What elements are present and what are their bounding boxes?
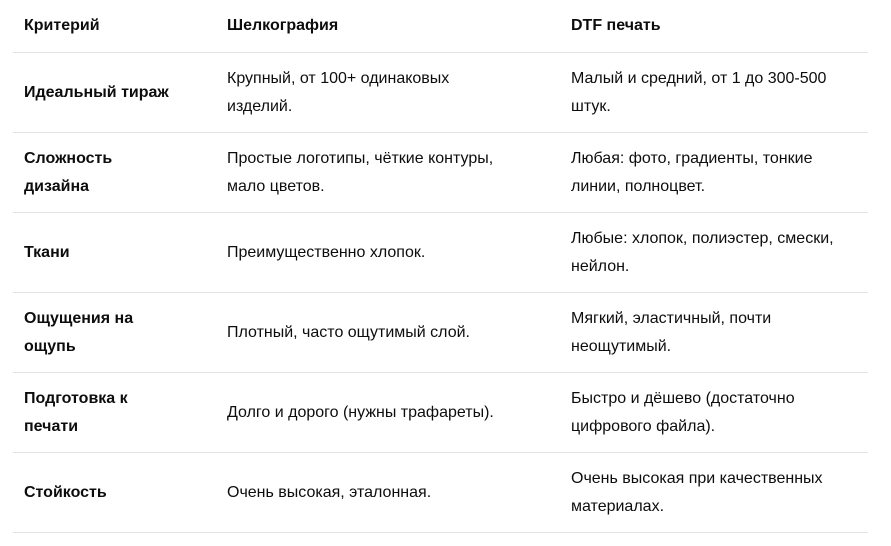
dtf-cell: Очень высокая при качественных материалах… (560, 465, 868, 521)
screen-printing-cell: Крупный, от 100+ одинаковых изделий. (216, 65, 560, 121)
cell-text-line: мало цветов. (227, 177, 325, 195)
comparison-table: Критерий Шелкография DTF печать Идеальны… (13, 0, 868, 533)
cell-text-line: Плотный, часто ощутимый слой. (227, 323, 470, 341)
cell-text-line: неощутимый. (571, 337, 672, 355)
cell-text-line: ощупь (24, 337, 76, 355)
screen-printing-cell: Плотный, часто ощутимый слой. (216, 319, 560, 347)
table-header-row: Критерий Шелкография DTF печать (13, 0, 868, 53)
cell-text-line: Преимущественно хлопок. (227, 243, 426, 261)
screen-printing-cell: Долго и дорого (нужны трафареты). (216, 399, 560, 427)
cell-text-line: Мягкий, эластичный, почти (571, 309, 772, 327)
cell-text-line: Очень высокая при качественных (571, 469, 823, 487)
cell-text-line: Крупный, от 100+ одинаковых (227, 69, 450, 87)
cell-text-line: Ткани (24, 243, 70, 261)
screen-printing-cell: Преимущественно хлопок. (216, 239, 560, 267)
dtf-cell: Любые: хлопок, полиэстер, смески, нейлон. (560, 225, 868, 281)
cell-text-line: изделий. (227, 97, 293, 115)
dtf-cell: Быстро и дёшево (достаточно цифрового фай… (560, 385, 868, 441)
screen-printing-cell: Очень высокая, эталонная. (216, 479, 560, 507)
dtf-cell: Малый и средний, от 1 до 300-500 штук. (560, 65, 868, 121)
header-dtf: DTF печать (571, 17, 661, 34)
header-criterion: Критерий (24, 17, 100, 34)
cell-text-line: Долго и дорого (нужны трафареты). (227, 403, 494, 421)
cell-text-line: материалах. (571, 497, 665, 515)
cell-text-line: Простые логотипы, чёткие контуры, (227, 149, 494, 167)
cell-text-line: нейлон. (571, 257, 630, 275)
cell-text-line: Любые: хлопок, полиэстер, смески, (571, 229, 834, 247)
table-row: Подготовка к печати Долго и дорого (нужны … (13, 373, 868, 453)
cell-text-line: Подготовка к (24, 389, 128, 407)
cell-text-line: цифрового файла). (571, 417, 716, 435)
criterion-cell: Подготовка к печати (13, 385, 216, 441)
table-row: Сложность дизайна Простые логотипы, чёткие… (13, 133, 868, 213)
criterion-cell: Сложность дизайна (13, 145, 216, 201)
dtf-cell: Любая: фото, градиенты, тонкие линии, пол… (560, 145, 868, 201)
cell-text-line: линии, полноцвет. (571, 177, 706, 195)
cell-text-line: Малый и средний, от 1 до 300-500 (571, 69, 827, 87)
cell-text-line: Идеальный тираж (24, 83, 169, 101)
cell-text-line: штук. (571, 97, 611, 115)
table-row: Идеальный тираж Крупный, от 100+ одинаков… (13, 53, 868, 133)
header-screen-printing: Шелкография (227, 17, 339, 34)
cell-text-line: Сложность (24, 149, 113, 167)
cell-text-line: Очень высокая, эталонная. (227, 483, 432, 501)
table-row: Ткани Преимущественно хлопок. Любые: хлопо… (13, 213, 868, 293)
table-row: Ощущения на ощупь Плотный, часто ощутимый … (13, 293, 868, 373)
screen-printing-cell: Простые логотипы, чёткие контуры, мало цв… (216, 145, 560, 201)
cell-text-line: Быстро и дёшево (достаточно (571, 389, 795, 407)
cell-text-line: Ощущения на (24, 309, 134, 327)
dtf-cell: Мягкий, эластичный, почти неощутимый. (560, 305, 868, 361)
criterion-cell: Ощущения на ощупь (13, 305, 216, 361)
cell-text-line: Стойкость (24, 483, 107, 501)
criterion-cell: Ткани (13, 239, 216, 267)
cell-text-line: дизайна (24, 177, 90, 195)
cell-text-line: печати (24, 417, 79, 435)
criterion-cell: Идеальный тираж (13, 79, 216, 107)
criterion-cell: Стойкость (13, 479, 216, 507)
cell-text-line: Любая: фото, градиенты, тонкие (571, 149, 813, 167)
table-row: Стойкость Очень высокая, эталонная. Очень … (13, 453, 868, 533)
